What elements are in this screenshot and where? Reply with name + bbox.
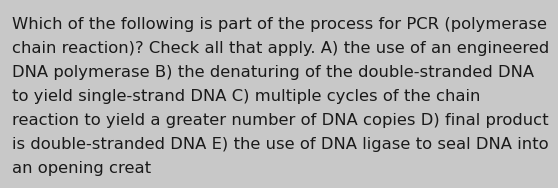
- Text: Which of the following is part of the process for PCR (polymerase: Which of the following is part of the pr…: [12, 17, 547, 32]
- Text: to yield single-strand DNA C) multiple cycles of the chain: to yield single-strand DNA C) multiple c…: [12, 89, 480, 104]
- Text: DNA polymerase B) the denaturing of the double-stranded DNA: DNA polymerase B) the denaturing of the …: [12, 65, 535, 80]
- Text: an opening creat: an opening creat: [12, 161, 151, 176]
- Text: reaction to yield a greater number of DNA copies D) final product: reaction to yield a greater number of DN…: [12, 113, 549, 128]
- Text: chain reaction)? Check all that apply. A) the use of an engineered: chain reaction)? Check all that apply. A…: [12, 41, 550, 56]
- Text: is double-stranded DNA E) the use of DNA ligase to seal DNA into: is double-stranded DNA E) the use of DNA…: [12, 137, 549, 152]
